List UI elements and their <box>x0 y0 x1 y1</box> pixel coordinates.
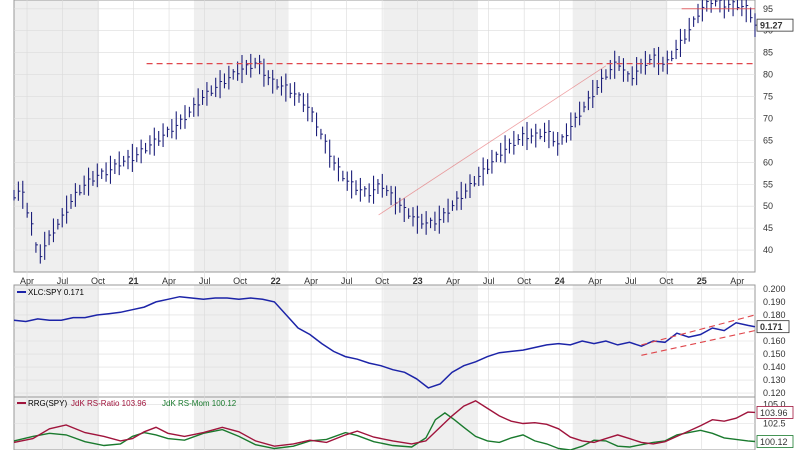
year-band <box>478 0 573 272</box>
rrg-panel: 105.0 102.5 RRG(SPY) JdK RS-Ratio 103.96 JdK… <box>13 399 794 450</box>
rrg-legend-momentum: JdK RS-Mom 100.12 <box>162 399 237 408</box>
rs-momentum-line <box>13 412 756 450</box>
x-tick-label: Apr <box>730 276 744 286</box>
x-tick-label: Jul <box>199 276 211 286</box>
x-tick-label: Oct <box>91 276 106 286</box>
x-tick-label: Jul <box>57 276 69 286</box>
y-tick-label: 95 <box>763 4 773 14</box>
rrg-y-tick-label: 102.5 <box>763 419 786 429</box>
x-tick-label: Jul <box>341 276 353 286</box>
rrg-ratio-last-box <box>756 406 794 419</box>
rs-y-tick-label: 0.200 <box>763 284 786 294</box>
x-tick-label: 25 <box>697 276 707 286</box>
relative-strength-panel: 0.2000.1900.1800.1700.1600.1500.1400.130… <box>13 284 790 398</box>
y-tick-label: 85 <box>763 48 773 58</box>
year-band <box>14 0 100 272</box>
x-tick-label: 23 <box>413 276 423 286</box>
y-tick-label: 40 <box>763 245 773 255</box>
axes: Apr Jul Oct 21 Apr Jul Oct 22 Apr Jul Oct 23 Apr Jul O… <box>20 276 744 286</box>
rs-y-tick-label: 0.140 <box>763 362 786 372</box>
rs-last-box <box>756 320 790 334</box>
x-tick-label: 21 <box>129 276 139 286</box>
rising-trend-line <box>378 65 607 216</box>
rs-last-label: 0.171 <box>760 322 783 332</box>
y-tick-label: 50 <box>763 201 773 211</box>
x-tick-label: Apr <box>20 276 34 286</box>
rrg-momentum-last-label: 100.12 <box>760 437 788 447</box>
rrg-ratio-last-label: 103.96 <box>760 408 788 418</box>
rrg-y-tick-label: 105.0 <box>763 400 786 410</box>
y-tick-label: 65 <box>763 135 773 145</box>
rrg-momentum-last-box <box>756 435 794 448</box>
last-price-box <box>756 18 794 32</box>
year-band <box>99 0 194 272</box>
y-tick-label: 80 <box>763 70 773 80</box>
rs-y-tick-label: 0.130 <box>763 375 786 385</box>
x-tick-label: Oct <box>233 276 248 286</box>
x-tick-label: 24 <box>555 276 565 286</box>
rs-y-tick-label: 0.160 <box>763 336 786 346</box>
y-tick-label: 55 <box>763 179 773 189</box>
rs-ratio-line <box>13 295 756 389</box>
year-band <box>288 0 384 272</box>
x-tick-label: Jul <box>483 276 495 286</box>
panel-backgrounds <box>13 0 756 450</box>
year-band <box>193 0 289 272</box>
x-tick-label: Jul <box>625 276 637 286</box>
x-tick-label: Apr <box>162 276 176 286</box>
rs-y-tick-label: 0.190 <box>763 297 786 307</box>
rs-y-tick-label: 0.150 <box>763 349 786 359</box>
y-tick-label: 60 <box>763 157 773 167</box>
y-tick-label: 45 <box>763 223 773 233</box>
y-tick-label: 75 <box>763 92 773 102</box>
y-tick-label: 70 <box>763 113 773 123</box>
x-tick-label: Oct <box>659 276 674 286</box>
x-tick-label: Oct <box>375 276 390 286</box>
last-price-label: 91.27 <box>760 21 783 31</box>
panel-frame <box>13 0 756 273</box>
year-band <box>667 0 755 272</box>
year-band <box>572 0 668 272</box>
year-band <box>383 0 479 272</box>
x-tick-label: Apr <box>304 276 318 286</box>
x-tick-label: Apr <box>446 276 460 286</box>
x-tick-label: Apr <box>588 276 602 286</box>
rrg-legend-prefix: RRG(SPY) <box>28 399 67 408</box>
rs-legend-label: XLC:SPY 0.171 <box>28 288 84 297</box>
rs-y-tick-label: 0.180 <box>763 310 786 320</box>
rrg-legend-ratio: JdK RS-Ratio 103.96 <box>71 399 147 408</box>
rs-ratio-rrg-line <box>13 400 756 447</box>
x-tick-label: Oct <box>517 276 532 286</box>
x-tick-label: 22 <box>271 276 281 286</box>
price-panel: 40455055606570758085909591.27 <box>13 0 794 264</box>
rs-y-tick-label: 0.120 <box>763 388 786 398</box>
